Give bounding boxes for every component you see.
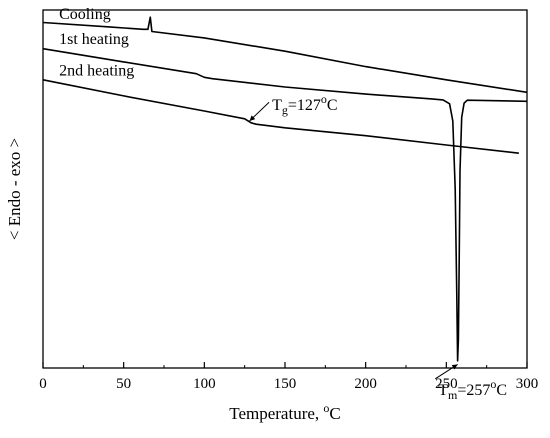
annotation-label: Cooling — [59, 6, 111, 23]
x-tick-label: 200 — [354, 376, 377, 392]
series-group — [42, 16, 528, 362]
x-tick-label: 250 — [435, 376, 458, 392]
annotation-label: Tm=257oC — [438, 377, 507, 402]
x-tick-label: 100 — [193, 376, 216, 392]
annotations-group: Cooling 1st heating 2nd heating Tg=127oC Tm=… — [59, 6, 507, 402]
x-axis-tick-labels: 0 50 100 150 200 250 300 — [39, 376, 538, 392]
annotation-label: 2nd heating — [59, 63, 134, 80]
series-line — [42, 47, 528, 362]
series-line — [42, 79, 519, 154]
annotation-arrowhead — [451, 364, 458, 370]
x-tick-label: 150 — [274, 376, 297, 392]
series-line — [42, 16, 528, 94]
x-axis-ticks — [42, 362, 528, 368]
y-axis-label: < Endo - exo > — [5, 138, 24, 240]
annotation-label: 1st heating — [59, 31, 129, 48]
annotation-arrowhead — [249, 115, 256, 121]
annotation-label: Tg=127oC — [272, 92, 337, 117]
x-tick-label: 300 — [516, 376, 539, 392]
x-axis-label: Temperature, oC — [229, 401, 341, 423]
x-tick-label: 0 — [39, 376, 47, 392]
x-tick-label: 50 — [116, 376, 131, 392]
